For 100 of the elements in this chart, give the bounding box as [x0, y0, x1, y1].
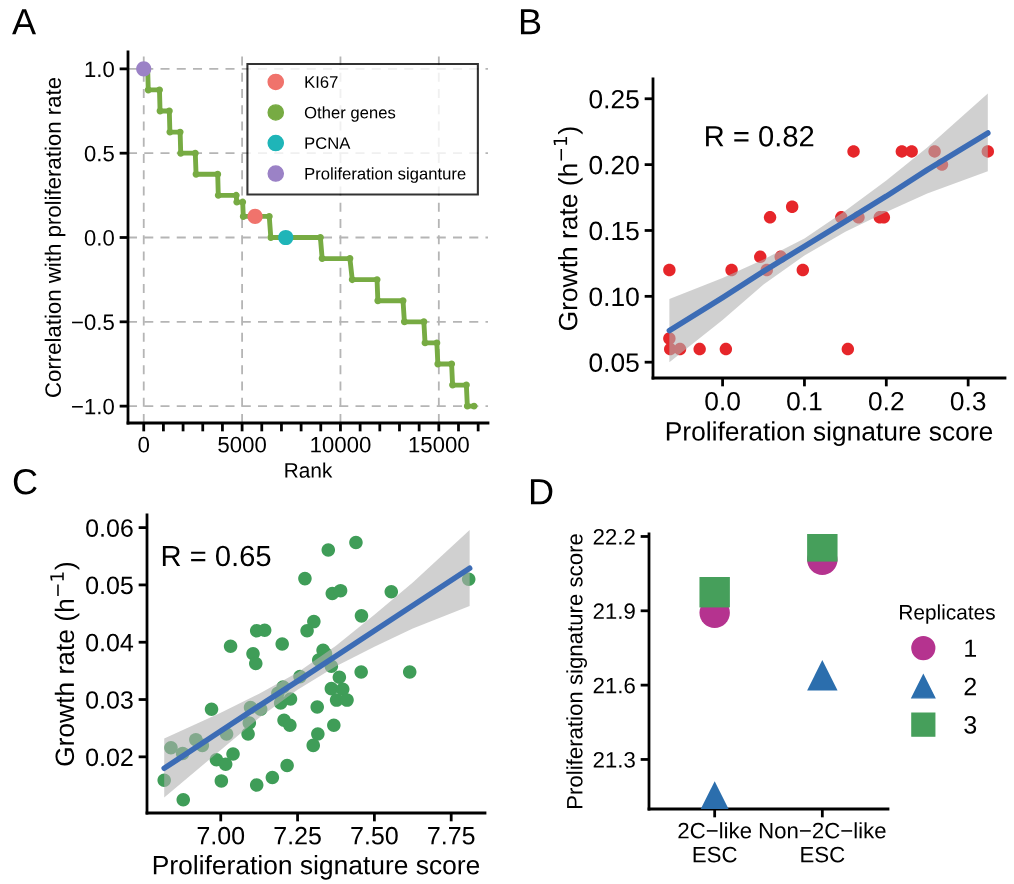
point — [327, 718, 341, 733]
x-tick-label: 0 — [138, 436, 150, 453]
point — [275, 637, 289, 651]
point — [156, 86, 163, 94]
legend-label: 1 — [965, 639, 977, 657]
y-axis-title: Correlation with proliferation rate — [44, 77, 66, 397]
y-tick-label: 0.20 — [589, 155, 639, 175]
y-tick-label: 21.6 — [593, 677, 635, 694]
point — [165, 107, 173, 115]
point — [470, 402, 478, 410]
y-tick-label: −1.0 — [72, 398, 114, 415]
y-tick-label: 21.3 — [593, 751, 635, 768]
annotation: R = 0.65 — [162, 545, 271, 567]
point — [333, 583, 348, 598]
text: C — [13, 468, 37, 495]
x-tick-label: 0.0 — [705, 391, 740, 411]
point — [399, 297, 407, 305]
x-axis-title: Rank — [285, 462, 333, 478]
y-tick-label: 22.2 — [593, 529, 635, 545]
y-tick-label: 0.5 — [84, 145, 114, 162]
y-tick-label: 0.02 — [86, 748, 133, 767]
point — [310, 700, 324, 714]
point — [354, 609, 369, 623]
x-tick-label: 0.2 — [868, 391, 904, 411]
y-tick-label: 0.06 — [86, 519, 133, 537]
point — [699, 781, 730, 809]
point — [785, 200, 799, 213]
y-tick-label: 0.05 — [86, 576, 133, 595]
x-tick-label: 2C−like ESC — [678, 822, 752, 863]
point — [719, 342, 733, 356]
point — [280, 758, 294, 773]
point — [400, 318, 408, 326]
x-tick-label: 7.00 — [197, 826, 245, 845]
y-tick-label: 0.03 — [86, 691, 133, 709]
x-tick-label: 7.50 — [351, 826, 398, 845]
x-tick-label: 7.25 — [274, 826, 321, 845]
legend-label: Proliferation siganture — [305, 167, 466, 183]
y-tick-label: 0.10 — [589, 287, 639, 307]
point — [981, 145, 995, 158]
y-tick-label: 21.9 — [593, 603, 635, 620]
x-tick-label: 10000 — [311, 436, 371, 453]
point — [176, 793, 191, 807]
point — [402, 665, 417, 679]
annotation: R = 0.82 — [706, 125, 814, 147]
point — [346, 255, 354, 263]
point — [348, 276, 356, 284]
legend-title: Replicates — [900, 604, 995, 624]
point — [177, 149, 185, 157]
point — [463, 402, 471, 410]
point — [340, 693, 354, 707]
text: D — [530, 479, 553, 505]
point — [218, 757, 233, 772]
point — [699, 577, 730, 608]
point — [311, 727, 325, 741]
point — [433, 339, 441, 347]
point — [663, 263, 676, 277]
y-tick-label: 0.15 — [589, 221, 639, 241]
point — [239, 212, 247, 220]
text: B — [520, 9, 541, 35]
point — [796, 263, 810, 277]
point — [265, 770, 280, 785]
x-axis-title: Proliferation signature score — [153, 855, 480, 880]
y-tick-label: 0.25 — [589, 89, 639, 109]
point — [300, 623, 314, 638]
x-tick-label: 0.1 — [787, 391, 822, 411]
point — [214, 191, 222, 199]
y-tick-label: 0.04 — [86, 633, 134, 652]
point — [847, 145, 860, 158]
point — [763, 211, 777, 224]
point — [233, 198, 241, 206]
x-tick-label: 0.3 — [950, 391, 986, 411]
point — [754, 250, 767, 264]
point — [807, 660, 838, 691]
legend-label: 3 — [964, 716, 977, 734]
point — [249, 656, 263, 671]
point — [223, 639, 238, 653]
point — [298, 571, 312, 586]
point — [373, 276, 381, 284]
point — [928, 145, 941, 158]
x-axis-title: Proliferation signature score — [666, 421, 993, 446]
point — [214, 774, 229, 788]
point — [374, 297, 382, 305]
point — [192, 170, 200, 178]
point — [278, 229, 294, 246]
point — [239, 198, 247, 206]
point — [384, 585, 399, 599]
point — [693, 342, 706, 356]
text: A — [12, 9, 37, 35]
point — [157, 773, 171, 788]
point — [421, 339, 429, 347]
point — [232, 191, 240, 199]
point — [241, 727, 255, 741]
point — [321, 543, 336, 557]
point — [249, 778, 264, 792]
point — [306, 738, 320, 753]
point — [214, 170, 222, 178]
point — [307, 614, 321, 629]
legend-label: PCNA — [305, 137, 351, 150]
point — [191, 149, 199, 157]
y-tick-label: 1.0 — [85, 61, 114, 78]
